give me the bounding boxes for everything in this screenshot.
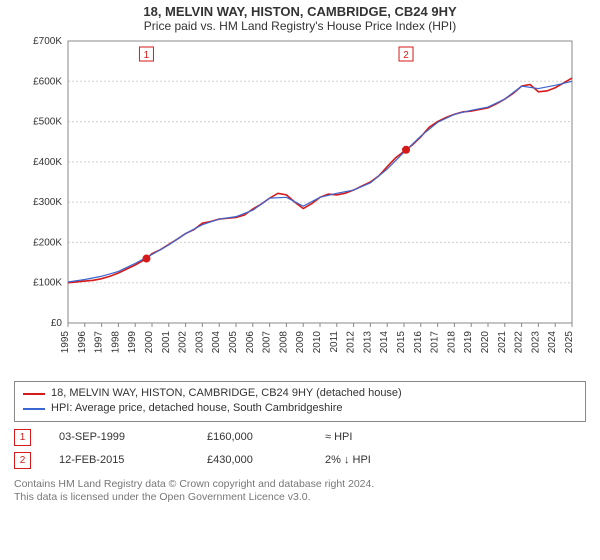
svg-text:2010: 2010 (312, 331, 323, 354)
legend-row: 18, MELVIN WAY, HISTON, CAMBRIDGE, CB24 … (23, 386, 577, 401)
legend-text: HPI: Average price, detached house, Sout… (51, 401, 342, 416)
svg-text:1995: 1995 (60, 331, 71, 354)
price-chart: £0 £100K £200K £300K £400K £500K £600K £700K 199… (20, 35, 580, 375)
event-badge: 1 (14, 429, 31, 446)
svg-text:£400K: £400K (33, 157, 62, 168)
svg-text:£700K: £700K (33, 36, 62, 47)
svg-text:2005: 2005 (228, 331, 239, 354)
svg-text:2008: 2008 (278, 331, 289, 354)
event-price: £430,000 (207, 454, 297, 466)
svg-text:2014: 2014 (379, 331, 390, 354)
svg-text:2020: 2020 (480, 331, 491, 354)
legend-swatch (23, 393, 45, 395)
event-date: 12-FEB-2015 (59, 454, 179, 466)
svg-text:£100K: £100K (33, 278, 62, 289)
svg-text:2009: 2009 (295, 331, 306, 354)
event-price: £160,000 (207, 431, 297, 443)
svg-text:2019: 2019 (463, 331, 474, 354)
address-title: 18, MELVIN WAY, HISTON, CAMBRIDGE, CB24 … (0, 4, 600, 19)
svg-text:2003: 2003 (194, 331, 205, 354)
event-delta: ≈ HPI (325, 431, 352, 443)
svg-text:2025: 2025 (564, 331, 575, 354)
subtitle: Price paid vs. HM Land Registry's House … (0, 19, 600, 33)
legend-row: HPI: Average price, detached house, Sout… (23, 401, 577, 416)
svg-text:2017: 2017 (430, 331, 441, 354)
svg-text:2001: 2001 (161, 331, 172, 354)
svg-text:2002: 2002 (178, 331, 189, 354)
footnote-line1: Contains HM Land Registry data © Crown c… (14, 478, 586, 492)
event-row: 1 03-SEP-1999 £160,000 ≈ HPI (14, 426, 586, 449)
svg-text:2011: 2011 (329, 331, 340, 353)
svg-text:1997: 1997 (94, 331, 105, 354)
svg-text:2007: 2007 (262, 331, 273, 354)
event-date: 03-SEP-1999 (59, 431, 179, 443)
svg-text:2006: 2006 (245, 331, 256, 354)
svg-text:£0: £0 (51, 318, 63, 329)
title-block: 18, MELVIN WAY, HISTON, CAMBRIDGE, CB24 … (0, 0, 600, 35)
legend-swatch (23, 408, 45, 410)
svg-text:2000: 2000 (144, 331, 155, 354)
svg-text:£300K: £300K (33, 197, 62, 208)
footnote: Contains HM Land Registry data © Crown c… (14, 478, 586, 505)
svg-text:£600K: £600K (33, 76, 62, 87)
svg-text:2024: 2024 (547, 331, 558, 354)
legend-text: 18, MELVIN WAY, HISTON, CAMBRIDGE, CB24 … (51, 386, 402, 401)
svg-text:2022: 2022 (514, 331, 525, 354)
svg-text:2015: 2015 (396, 331, 407, 354)
svg-text:2018: 2018 (446, 331, 457, 354)
svg-text:2023: 2023 (530, 331, 541, 354)
svg-text:2013: 2013 (362, 331, 373, 354)
svg-text:£500K: £500K (33, 117, 62, 128)
svg-text:1996: 1996 (77, 331, 88, 354)
svg-text:1: 1 (144, 50, 150, 61)
event-delta: 2% ↓ HPI (325, 454, 371, 466)
legend-box: 18, MELVIN WAY, HISTON, CAMBRIDGE, CB24 … (14, 381, 586, 422)
svg-text:£200K: £200K (33, 237, 62, 248)
events-table: 1 03-SEP-1999 £160,000 ≈ HPI 2 12-FEB-2015 £43… (14, 426, 586, 472)
chart-container: £0 £100K £200K £300K £400K £500K £600K £700K 199… (20, 35, 580, 375)
svg-text:2012: 2012 (346, 331, 357, 354)
footnote-line2: This data is licensed under the Open Gov… (14, 491, 586, 505)
event-badge: 2 (14, 452, 31, 469)
svg-text:2021: 2021 (497, 331, 508, 354)
svg-text:2: 2 (403, 50, 409, 61)
svg-text:1998: 1998 (110, 331, 121, 354)
svg-text:2004: 2004 (211, 331, 222, 354)
event-row: 2 12-FEB-2015 £430,000 2% ↓ HPI (14, 449, 586, 472)
svg-text:2016: 2016 (413, 331, 424, 354)
svg-text:1999: 1999 (127, 331, 138, 354)
